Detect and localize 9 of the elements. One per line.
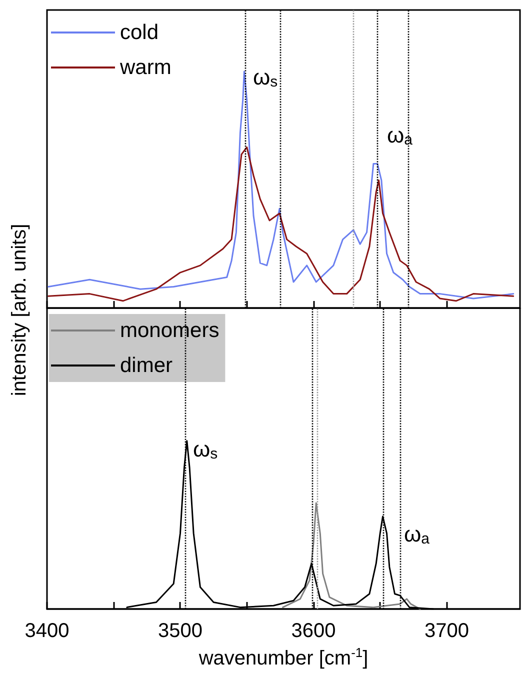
- legend-label: monomers: [120, 319, 220, 342]
- legend-label: cold: [120, 21, 159, 44]
- x-tick-label: 3400: [24, 620, 70, 642]
- x-tick-label: 3700: [424, 620, 469, 642]
- x-tick-label: 3600: [291, 620, 336, 642]
- legend-label: warm: [119, 56, 172, 79]
- y-axis-title: intensity [arb. units]: [8, 224, 32, 396]
- legend-label: dimer: [120, 354, 173, 377]
- x-tick-label: 3500: [158, 620, 202, 642]
